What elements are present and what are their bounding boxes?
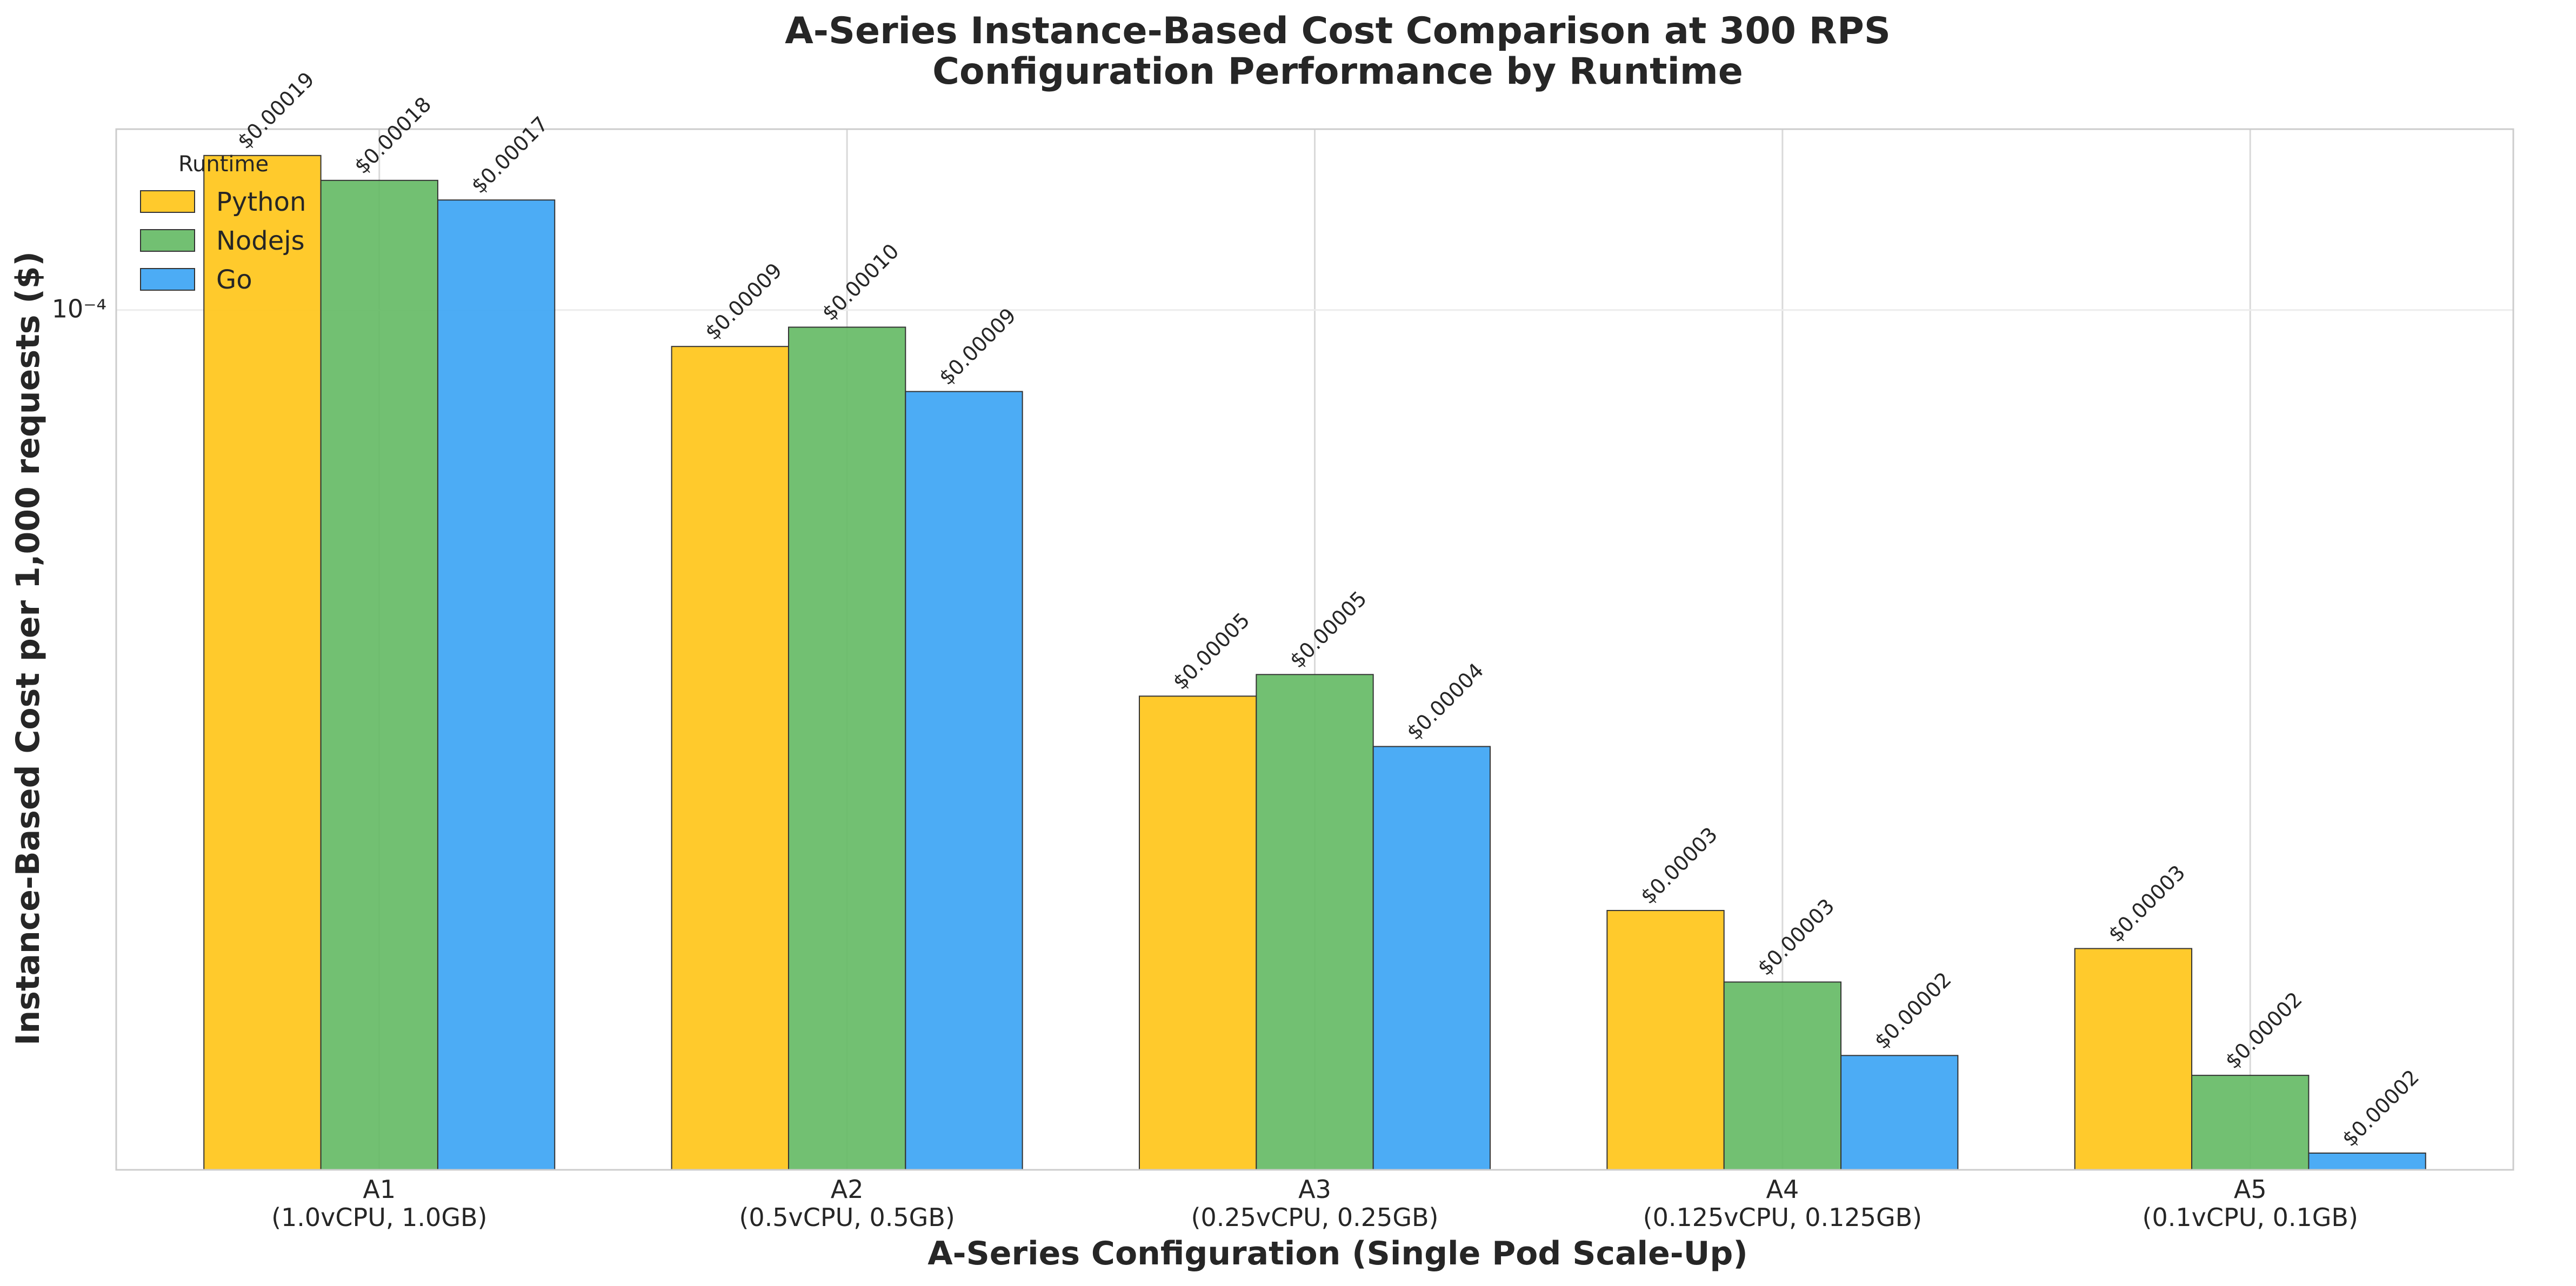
legend-swatch-go — [140, 268, 195, 291]
data-label: $0.00003 — [1753, 894, 1839, 980]
data-label: $0.00002 — [2220, 987, 2306, 1073]
x-axis-label: A-Series Configuration (Single Pod Scale… — [927, 1235, 1748, 1272]
plot-frame — [115, 128, 2514, 1171]
x-tick-sublabel: (0.1vCPU, 0.1GB) — [2143, 1203, 2358, 1232]
x-tick-label: A3 — [1298, 1175, 1331, 1204]
bar-python-a3 — [1138, 695, 1257, 1170]
x-tick-label: A4 — [1766, 1175, 1799, 1204]
x-tick-sublabel: (1.0vCPU, 1.0GB) — [271, 1203, 487, 1232]
data-label: $0.00002 — [1870, 967, 1956, 1053]
x-tick-label: A1 — [363, 1175, 396, 1204]
bar-go-a5 — [2308, 1153, 2426, 1171]
legend-swatch-python — [140, 190, 195, 213]
y-tick-label: 10⁻⁴ — [52, 294, 106, 324]
bar-python-a4 — [1606, 910, 1725, 1170]
legend-swatch-nodejs — [140, 229, 195, 252]
bars — [203, 155, 2426, 1171]
data-label: $0.00004 — [1402, 659, 1488, 745]
bar-go-a2 — [905, 391, 1023, 1170]
data-label: $0.00005 — [1168, 608, 1254, 694]
x-tick-sublabel: (0.125vCPU, 0.125GB) — [1643, 1203, 1922, 1232]
x-tick-sublabel: (0.5vCPU, 0.5GB) — [739, 1203, 955, 1232]
bar-go-a4 — [1840, 1055, 1959, 1170]
x-tick-sublabel: (0.25vCPU, 0.25GB) — [1191, 1203, 1439, 1232]
x-axis-ticks: A1(1.0vCPU, 1.0GB)A2(0.5vCPU, 0.5GB)A3(0… — [271, 1175, 2358, 1232]
x-tick-label: A2 — [831, 1175, 864, 1204]
data-label: $0.00017 — [466, 112, 552, 198]
chart-title: A-Series Instance-Based Cost Comparison … — [785, 10, 1891, 52]
bar-go-a3 — [1372, 746, 1491, 1170]
bar-nodejs-a2 — [788, 326, 906, 1170]
bar-go-a1 — [437, 199, 556, 1170]
bar-python-a1 — [203, 155, 322, 1170]
data-label: $0.00003 — [1636, 822, 1722, 908]
chart-subtitle: Configuration Performance by Runtime — [932, 50, 1743, 93]
data-label: $0.00002 — [2338, 1065, 2424, 1151]
data-label: $0.00009 — [935, 304, 1020, 390]
bar-nodejs-a1 — [320, 179, 438, 1170]
y-axis-label: Instance-Based Cost per 1,000 requests (… — [9, 251, 47, 1046]
legend-label-python: Python — [216, 187, 306, 217]
legend-label-nodejs: Nodejs — [216, 226, 305, 256]
data-label: $0.00003 — [2104, 861, 2190, 947]
bar-nodejs-a4 — [1723, 981, 1842, 1170]
x-tick-label: A5 — [2234, 1175, 2267, 1204]
bar-python-a5 — [2074, 948, 2193, 1170]
legend-title: Runtime — [178, 152, 269, 177]
bar-nodejs-a3 — [1256, 674, 1374, 1170]
legend-label-go: Go — [216, 265, 252, 295]
data-label: $0.00005 — [1285, 586, 1371, 672]
data-label: $0.00018 — [350, 92, 436, 178]
bar-nodejs-a5 — [2191, 1075, 2310, 1170]
bar-python-a2 — [671, 346, 789, 1170]
data-label: $0.00019 — [233, 68, 319, 153]
legend: Runtime Python Nodejs Go — [140, 152, 306, 295]
y-axis-ticks: 10⁻⁴ — [52, 294, 106, 324]
data-label: $0.00010 — [817, 239, 903, 325]
data-label: $0.00009 — [700, 258, 786, 344]
